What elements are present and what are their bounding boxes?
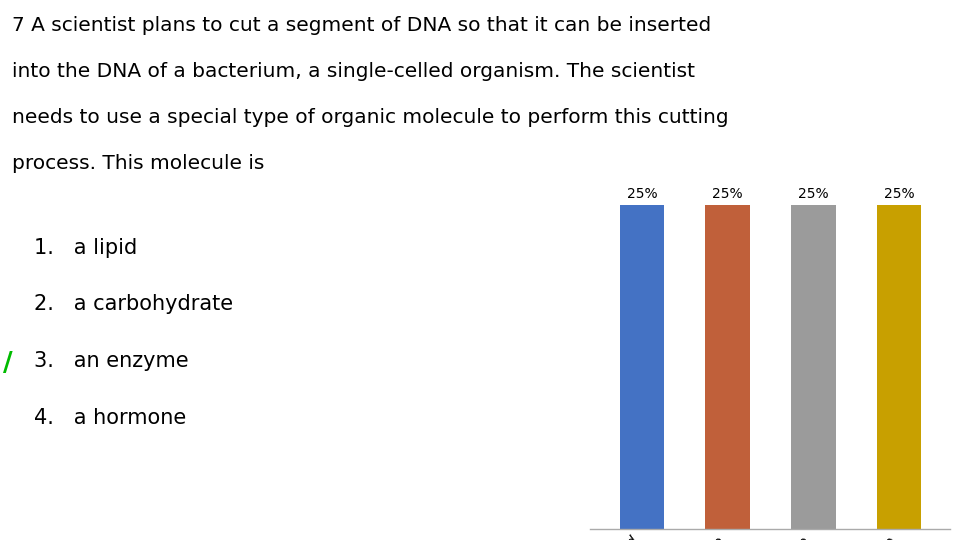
Text: 25%: 25% [883, 187, 914, 201]
Bar [706, 205, 750, 529]
Bar [791, 205, 835, 529]
Text: 25%: 25% [798, 187, 828, 201]
Text: needs to use a special type of organic molecule to perform this cutting: needs to use a special type of organic m… [12, 108, 728, 127]
Text: 2.   a carbohydrate: 2. a carbohydrate [34, 294, 232, 314]
Text: /: / [3, 351, 12, 377]
Text: 4.   a hormone: 4. a hormone [34, 408, 186, 428]
Text: 7 A scientist plans to cut a segment of DNA so that it can be inserted: 7 A scientist plans to cut a segment of … [12, 16, 710, 35]
Text: process. This molecule is: process. This molecule is [12, 154, 264, 173]
Text: 25%: 25% [712, 187, 743, 201]
Bar [619, 205, 664, 529]
Text: 25%: 25% [627, 187, 658, 201]
Bar [876, 205, 922, 529]
Text: into the DNA of a bacterium, a single-celled organism. The scientist: into the DNA of a bacterium, a single-ce… [12, 62, 694, 81]
Text: 1.   a lipid: 1. a lipid [34, 238, 137, 258]
Text: 3.   an enzyme: 3. an enzyme [34, 351, 188, 371]
